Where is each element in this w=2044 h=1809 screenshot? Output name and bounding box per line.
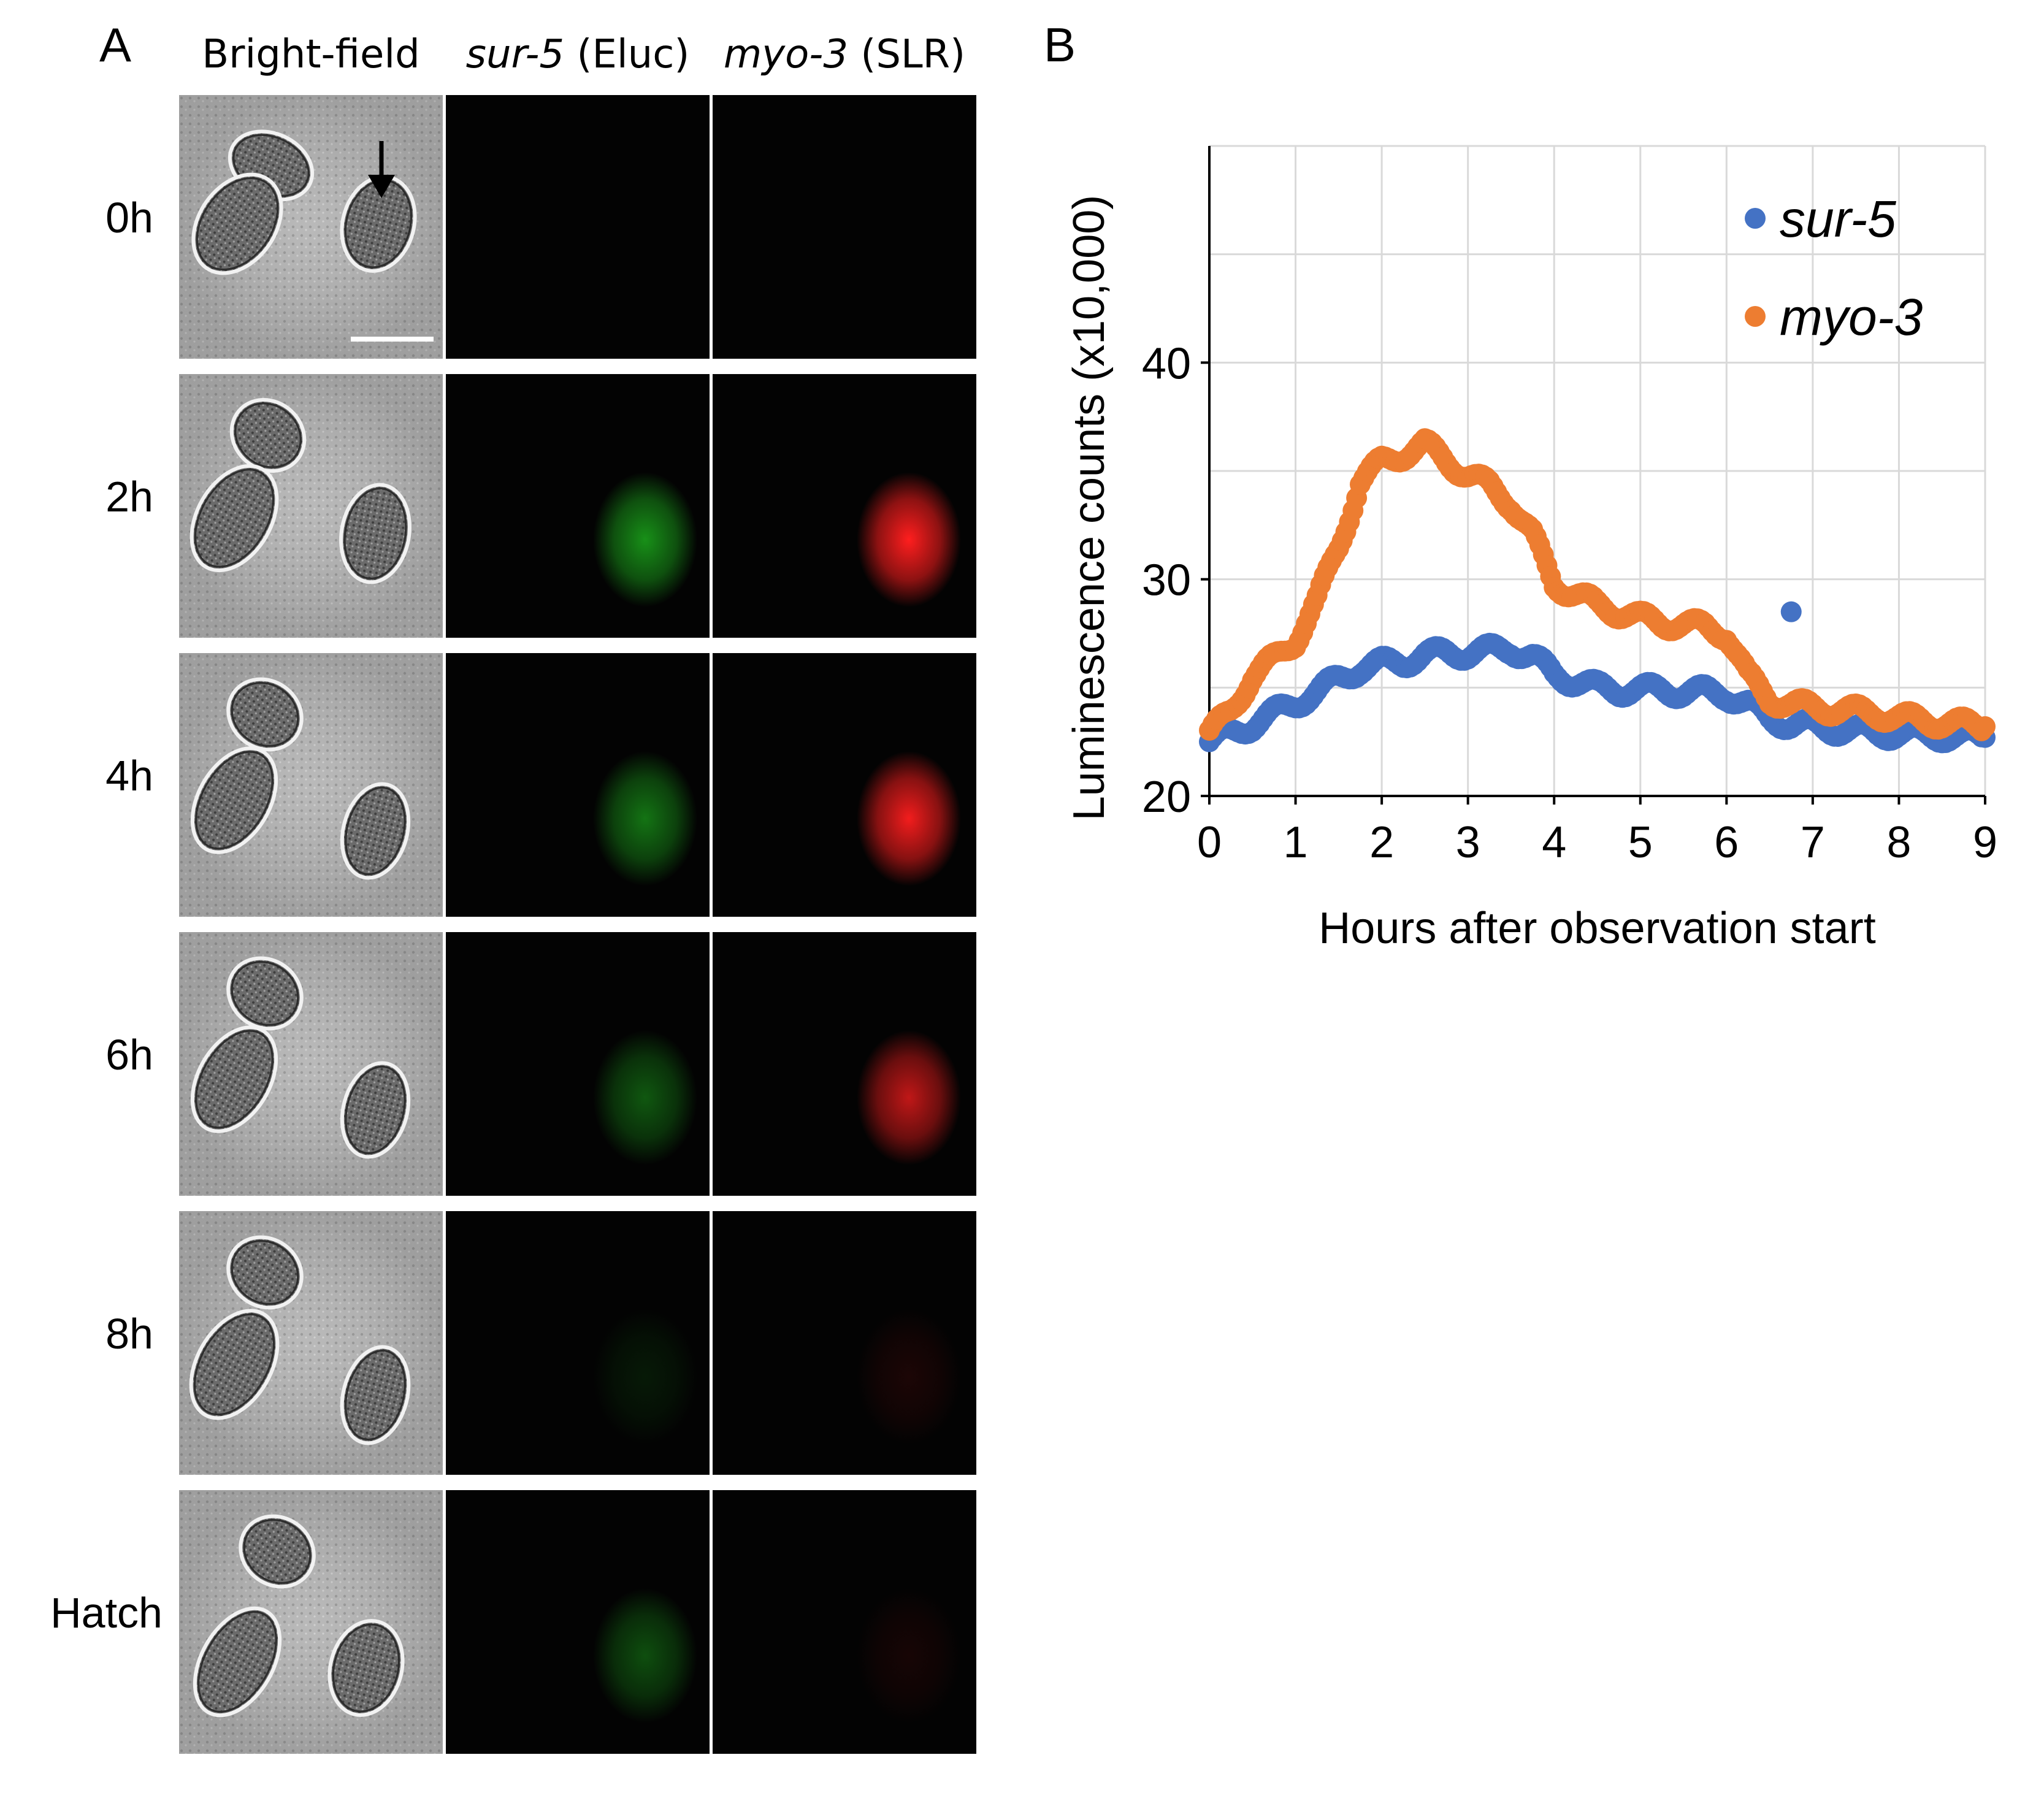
y-tick-label: 20 [1142, 773, 1191, 822]
column-header-sur-5: sur-5 (Eluc) [446, 32, 710, 77]
myo-3-fluorescence-image [713, 1211, 976, 1475]
x-tick-label: 4 [1542, 818, 1566, 867]
sur-5-fluorescence-image [446, 1211, 710, 1475]
bright-field-image [179, 95, 443, 359]
gene-name: sur-5 [465, 32, 565, 77]
x-tick-label: 7 [1801, 818, 1825, 867]
legend-label-myo-3: myo-3 [1780, 288, 1923, 346]
column-header-myo-3: myo-3 (SLR) [713, 32, 976, 77]
bright-field-image [179, 653, 443, 917]
column-header-bright-field: Bright-field [179, 32, 443, 77]
x-tick-label: 9 [1973, 818, 1997, 867]
bright-field-image [179, 932, 443, 1196]
y-tick-label: 40 [1142, 339, 1191, 388]
myo-3-fluorescence-image [713, 95, 976, 359]
y-tick-label: 30 [1142, 556, 1191, 605]
bright-field-image [179, 374, 443, 638]
myo-3-fluorescence-image [713, 932, 976, 1196]
column-header-text: Bright-field [202, 32, 420, 77]
myo-3-fluorescence-image [713, 1490, 976, 1754]
sur-5-fluorescence-image [446, 932, 710, 1196]
myo-3-fluorescence-image [713, 653, 976, 917]
row-label-hatch: Hatch [50, 1589, 163, 1637]
reporter-name: (SLR) [848, 32, 966, 77]
sur-5-fluorescence-image [446, 374, 710, 638]
myo-3-data-point [1975, 716, 1996, 737]
outlier-data-point [1780, 601, 1802, 622]
row-label-8h: 8h [105, 1310, 153, 1358]
x-axis-label: Hours after observation start [1319, 904, 1875, 953]
x-tick-label: 6 [1714, 818, 1739, 867]
luminescence-chart: 0 1 2 3 4 5 6 7 8 9 20 30 40 Hours after observation … [1065, 145, 1997, 953]
sur-5-fluorescence-image [446, 95, 710, 359]
y-axis-label: Luminescence counts (x10,000) [1065, 195, 1114, 821]
panel-b-letter: B [1044, 18, 1076, 72]
x-tick-label: 1 [1284, 818, 1308, 867]
legend-marker-sur-5 [1745, 208, 1766, 229]
myo-3-fluorescence-image [713, 374, 976, 638]
panel-a-letter: A [99, 18, 132, 72]
row-label-0h: 0h [105, 194, 153, 242]
gene-name: myo-3 [723, 32, 849, 77]
x-tick-label: 0 [1197, 818, 1222, 867]
row-label-2h: 2h [105, 473, 153, 521]
bright-field-image [179, 1211, 443, 1475]
x-tick-label: 2 [1369, 818, 1394, 867]
sur-5-fluorescence-image [446, 653, 710, 917]
arrow-down-icon [368, 141, 395, 198]
legend-marker-myo-3 [1745, 306, 1766, 327]
bright-field-image [179, 1490, 443, 1754]
x-tick-label: 5 [1628, 818, 1653, 867]
sur-5-fluorescence-image [446, 1490, 710, 1754]
x-tick-label: 3 [1456, 818, 1480, 867]
row-label-4h: 4h [105, 752, 153, 800]
reporter-name: (Eluc) [564, 32, 690, 77]
row-label-6h: 6h [105, 1031, 153, 1079]
x-tick-label: 8 [1886, 818, 1911, 867]
legend-label-sur-5: sur-5 [1780, 190, 1896, 248]
